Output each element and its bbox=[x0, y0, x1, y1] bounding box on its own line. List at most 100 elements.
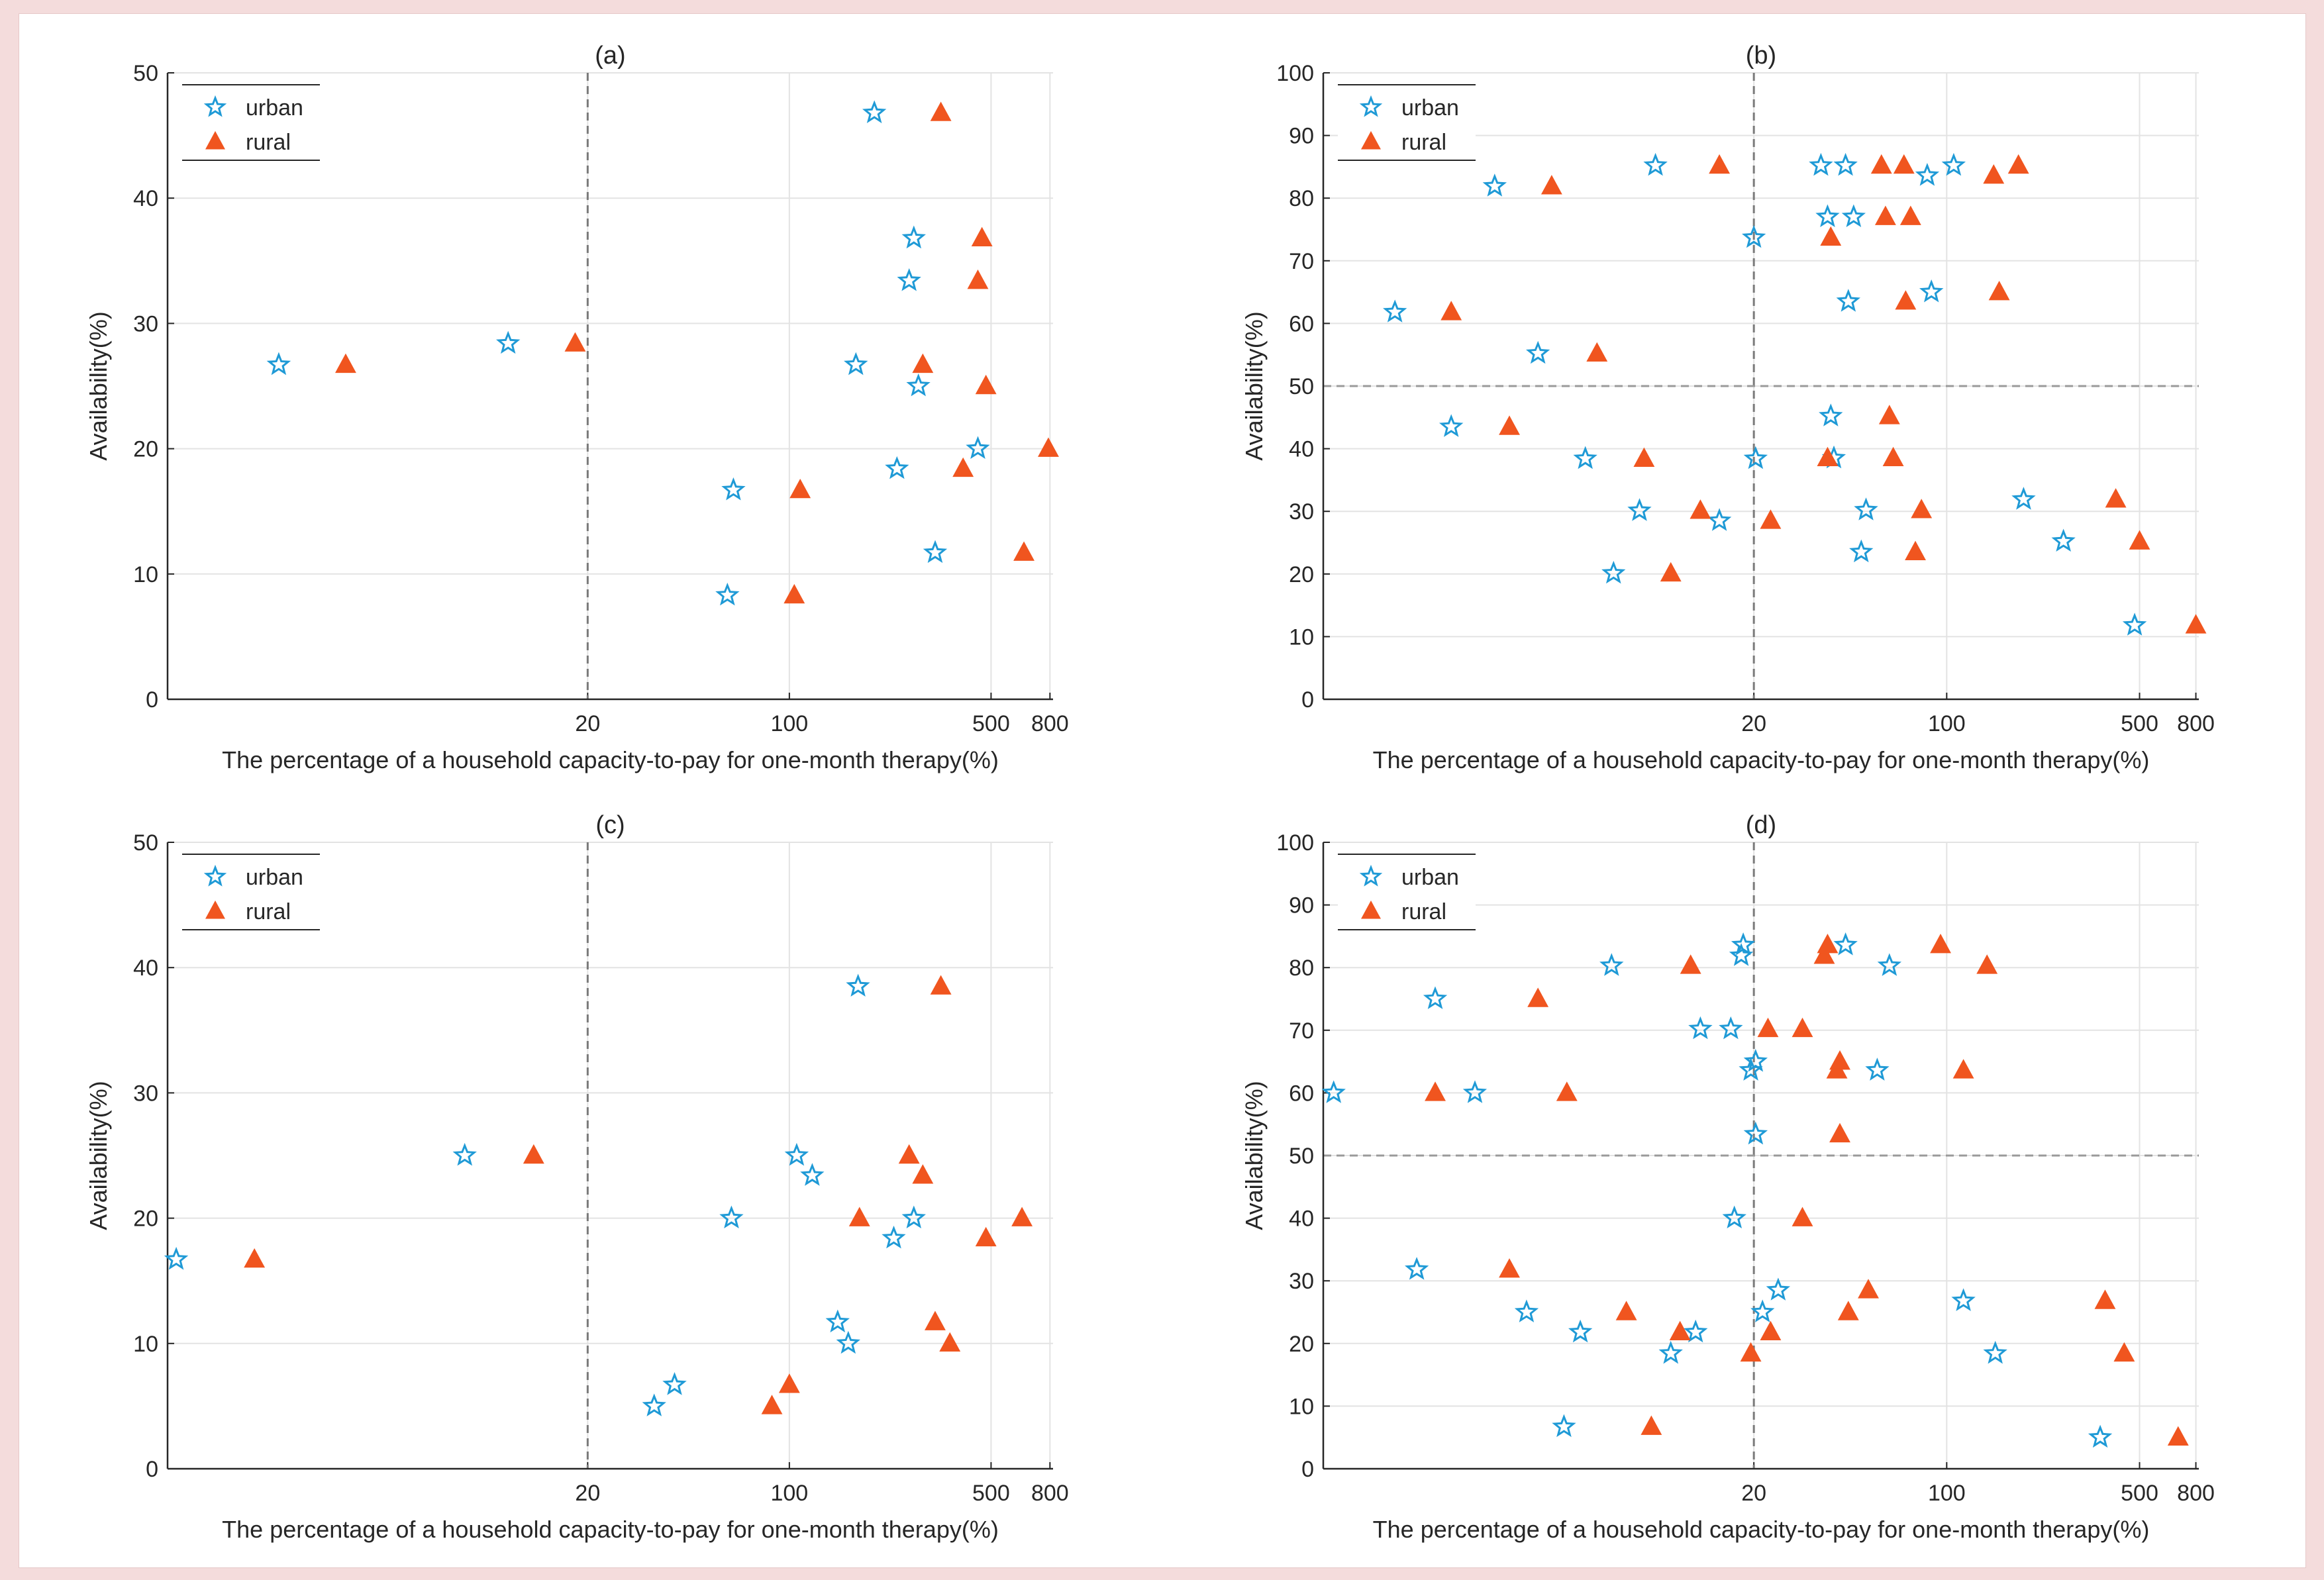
panel-d-ytick-label: 70 bbox=[1289, 1018, 1314, 1044]
panel-c-point-rural bbox=[939, 1332, 961, 1352]
panel-b-ytick-label: 70 bbox=[1289, 249, 1314, 274]
panel-c-point-urban bbox=[846, 973, 870, 997]
panel-c-point-urban bbox=[784, 1142, 809, 1166]
panel-b-point-rural bbox=[1878, 405, 1900, 424]
panel-b-point-rural bbox=[1895, 290, 1917, 310]
panel-a-legend-urban-marker bbox=[203, 95, 227, 117]
panel-b-point-urban bbox=[1743, 446, 1768, 469]
panel-a-legend-box bbox=[182, 85, 320, 160]
panel-b-point-urban bbox=[2011, 487, 2036, 510]
panel-d-point-rural bbox=[1817, 934, 1839, 954]
panel-d-point-urban bbox=[1688, 1016, 1713, 1040]
panel-a-ylabel: Availability(%) bbox=[85, 311, 112, 460]
panel-c-ytick-label: 0 bbox=[146, 1457, 158, 1482]
panel-a-ytick-label: 0 bbox=[146, 687, 158, 713]
panel-c-plot-area bbox=[168, 842, 1053, 1469]
panel-b-ytick-label: 40 bbox=[1289, 437, 1314, 462]
panel-b-ytick-label: 30 bbox=[1289, 499, 1314, 524]
panel-d-point-urban bbox=[1983, 1340, 2007, 1364]
panel-b-point-rural bbox=[1820, 226, 1842, 246]
panel-b-point-rural bbox=[1870, 154, 1892, 174]
panel-d-point-urban bbox=[1750, 1299, 1775, 1322]
panel-b-point-rural bbox=[1660, 562, 1682, 582]
panel-b-ytick-label: 10 bbox=[1289, 624, 1314, 650]
panel-b-point-urban bbox=[2122, 613, 2147, 636]
panel-b-point-urban bbox=[1383, 299, 1407, 322]
panel-b-ytick-label: 90 bbox=[1289, 124, 1314, 149]
panel-c-point-urban bbox=[882, 1225, 906, 1249]
panel-a-point-rural bbox=[789, 478, 811, 499]
panel-b-ytick-label: 60 bbox=[1289, 311, 1314, 336]
panel-d-ylabel: Availability(%) bbox=[1240, 1081, 1268, 1230]
panel-a-ytick-label: 40 bbox=[133, 186, 158, 211]
panel-b-point-rural bbox=[1882, 446, 1904, 467]
panel-c: (c) The percentage of a household capaci… bbox=[85, 811, 1069, 1543]
panel-d-point-urban bbox=[1743, 1049, 1768, 1072]
panel-d-point-urban bbox=[1766, 1277, 1790, 1301]
panel-b-point-rural bbox=[2007, 154, 2029, 174]
panel-a-point-urban bbox=[862, 100, 887, 124]
panel-d-point-urban bbox=[1951, 1288, 1976, 1311]
panel-d-point-urban bbox=[1658, 1340, 1683, 1364]
panel-a-xtick-label: 100 bbox=[770, 711, 808, 736]
panel-b-xtick-label: 20 bbox=[1741, 711, 1766, 736]
panel-a-point-urban bbox=[897, 268, 921, 291]
panel-b-legend-rural-marker bbox=[1361, 130, 1381, 150]
panel-b-legend-box bbox=[1338, 85, 1476, 160]
panel-d-ytick-label: 90 bbox=[1289, 893, 1314, 918]
panel-a-ytick-label: 50 bbox=[133, 61, 158, 86]
panel-b-point-urban bbox=[1742, 224, 1766, 248]
panel-d-point-rural bbox=[1425, 1081, 1446, 1101]
panel-d-point-rural bbox=[1829, 1050, 1850, 1070]
panel-d-series-urban bbox=[1321, 932, 2113, 1448]
panel-d-point-rural bbox=[2167, 1426, 2189, 1446]
panel-d-legend-rural-marker bbox=[1361, 900, 1381, 919]
panel-d-point-rural bbox=[1976, 954, 1998, 974]
panel-b-point-rural bbox=[1586, 342, 1608, 362]
panel-b-series-rural bbox=[1440, 154, 2207, 634]
panel-a-point-rural bbox=[975, 374, 997, 395]
panel-b-point-urban bbox=[1707, 508, 1732, 531]
panel-c-xtick-label: 100 bbox=[770, 1481, 808, 1506]
panel-a-point-urban bbox=[966, 436, 990, 460]
panel-c-legend-rural: rural bbox=[246, 899, 291, 924]
panel-d-ytick-label: 100 bbox=[1276, 830, 1314, 856]
panel-c-point-urban bbox=[642, 1393, 666, 1416]
panel-d: (d) The percentage of a household capaci… bbox=[1240, 811, 2215, 1543]
panel-a-xtick-label: 20 bbox=[575, 711, 600, 736]
panel-b-point-urban bbox=[1854, 497, 1878, 520]
panel-d-point-rural bbox=[1792, 1017, 1813, 1038]
panel-a-legend-rural: rural bbox=[246, 130, 291, 155]
panel-d-ytick-label: 50 bbox=[1289, 1144, 1314, 1169]
panel-d-point-urban bbox=[1722, 1205, 1746, 1229]
panel-d-point-rural bbox=[1527, 987, 1549, 1007]
panel-b-point-rural bbox=[1690, 499, 1711, 519]
panel-a-point-urban bbox=[901, 225, 927, 249]
panel-b-point-rural bbox=[1817, 446, 1839, 467]
panel-d-xtick-label: 20 bbox=[1741, 1481, 1766, 1506]
panel-a-point-rural bbox=[967, 269, 989, 289]
panel-a-xtick-label: 500 bbox=[972, 711, 1010, 736]
panel-b-point-urban bbox=[1819, 403, 1843, 426]
panel-b-ytick-label: 80 bbox=[1289, 186, 1314, 211]
panel-b-ytick-label: 50 bbox=[1289, 374, 1314, 399]
panel-c-point-urban bbox=[800, 1163, 825, 1186]
panel-b-point-rural bbox=[1988, 281, 2010, 301]
panel-c-ytick-label: 50 bbox=[133, 830, 158, 856]
panel-d-point-urban bbox=[1514, 1299, 1539, 1322]
panel-d-point-urban bbox=[1865, 1058, 1890, 1081]
panel-b-point-urban bbox=[1573, 446, 1597, 469]
panel-d-point-urban bbox=[1462, 1080, 1488, 1103]
panel-d-point-urban bbox=[1683, 1319, 1708, 1343]
panel-a: (a) The percentage of a household capaci… bbox=[85, 42, 1069, 773]
panel-b-point-rural bbox=[2129, 530, 2150, 550]
panel-b-point-urban bbox=[1941, 152, 1966, 176]
panel-a-series-rural bbox=[335, 101, 1059, 604]
panel-d-point-rural bbox=[1615, 1301, 1637, 1320]
panel-b-point-rural bbox=[2185, 614, 2207, 634]
panel-a-point-rural bbox=[930, 101, 952, 121]
panel-b-legend-urban: urban bbox=[1401, 95, 1459, 121]
panel-d-point-urban bbox=[1552, 1414, 1576, 1438]
panel-d-point-urban bbox=[1423, 986, 1448, 1009]
